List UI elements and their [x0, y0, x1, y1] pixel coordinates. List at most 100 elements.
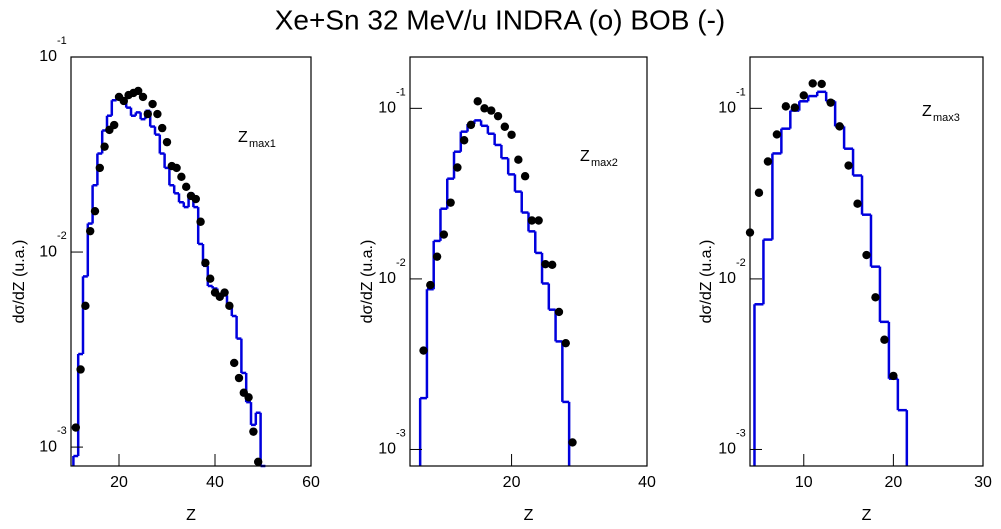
data-point: [826, 98, 835, 107]
data-point: [426, 280, 435, 290]
x-axis-label: Z: [524, 507, 534, 524]
data-point: [244, 393, 253, 402]
data-point: [500, 122, 509, 131]
y-tick-exponent: -3: [57, 425, 67, 437]
data-point: [158, 123, 167, 133]
data-point: [153, 109, 162, 119]
y-tick-exponent: -2: [396, 257, 406, 269]
plot-frame: [749, 56, 984, 467]
data-point: [889, 371, 898, 381]
data-point: [487, 106, 496, 115]
data-point: [754, 188, 764, 197]
y-axis-label: dσ/dZ (u.a.): [359, 240, 376, 324]
data-point: [439, 230, 449, 239]
data-point: [817, 79, 826, 89]
y-tick-label: 10: [378, 441, 396, 458]
data-point: [446, 198, 455, 207]
data-point: [234, 373, 244, 383]
y-tick-label: 10: [718, 441, 736, 458]
data-point: [95, 163, 105, 173]
x-tick-label: 20: [503, 474, 521, 491]
plot-frame: [70, 56, 312, 467]
data-point: [527, 216, 537, 225]
y-tick-label: 10: [718, 100, 736, 117]
data-point: [520, 172, 530, 181]
annotation: Z: [238, 129, 248, 146]
data-point: [432, 252, 442, 261]
data-point: [548, 260, 557, 269]
data-point: [419, 346, 428, 355]
histogram-risers: [72, 96, 262, 466]
data-point: [148, 99, 157, 109]
data-point: [134, 86, 143, 96]
y-tick-label: 10: [39, 243, 57, 260]
y-tick-label: 10: [39, 438, 57, 455]
data-point: [763, 157, 773, 166]
annotation: Z: [580, 148, 590, 165]
data-point: [493, 111, 503, 121]
data-point: [781, 102, 791, 111]
data-point: [143, 109, 152, 119]
data-point: [534, 216, 543, 225]
data-point: [201, 258, 210, 268]
x-axis-label: Z: [862, 507, 872, 524]
data-point: [162, 137, 172, 147]
data-point: [554, 307, 564, 317]
data-point: [853, 199, 862, 208]
data-point: [808, 79, 817, 88]
x-tick-label: 40: [206, 474, 224, 491]
data-point: [220, 288, 229, 297]
x-tick-label: 10: [795, 474, 813, 491]
data-point: [514, 155, 523, 164]
y-tick-exponent: -1: [396, 86, 406, 98]
data-point: [844, 161, 853, 170]
y-tick-label: 10: [378, 270, 396, 287]
data-point: [772, 130, 782, 139]
data-point: [249, 427, 258, 436]
data-point: [81, 301, 90, 311]
annotation-subscript: max2: [591, 157, 618, 169]
histogram-risers: [418, 120, 571, 466]
data-point: [191, 194, 200, 204]
annotation-subscript: max1: [249, 138, 276, 150]
y-tick-exponent: -2: [736, 257, 746, 269]
data-point: [871, 293, 880, 302]
data-point: [225, 301, 234, 311]
data-point: [110, 120, 119, 130]
data-point: [206, 274, 215, 283]
y-tick-label: 10: [718, 270, 736, 287]
data-point: [862, 250, 871, 260]
data-point: [835, 122, 844, 131]
y-tick-exponent: -1: [57, 35, 67, 47]
data-point: [561, 338, 570, 348]
data-point: [507, 130, 516, 139]
plot-frame: [409, 56, 648, 467]
data-point: [541, 259, 550, 269]
data-point: [196, 217, 205, 226]
data-point: [138, 92, 148, 102]
data-point: [473, 97, 482, 106]
data-point: [86, 226, 95, 236]
data-point: [230, 358, 239, 368]
y-tick-exponent: -1: [736, 86, 746, 98]
data-point: [453, 163, 462, 172]
data-point: [119, 96, 128, 106]
data-point: [71, 423, 81, 432]
data-point: [254, 457, 263, 467]
x-tick-label: 40: [638, 474, 656, 491]
x-tick-label: 30: [974, 474, 992, 491]
data-point: [100, 142, 109, 151]
data-point: [480, 104, 489, 113]
data-point: [177, 172, 186, 182]
data-point: [459, 136, 469, 145]
data-point: [182, 182, 191, 192]
annotation-subscript: max3: [933, 112, 960, 124]
data-point: [172, 163, 181, 173]
annotation: Z: [922, 103, 932, 120]
x-tick-label: 20: [884, 474, 902, 491]
x-tick-label: 20: [110, 474, 128, 491]
